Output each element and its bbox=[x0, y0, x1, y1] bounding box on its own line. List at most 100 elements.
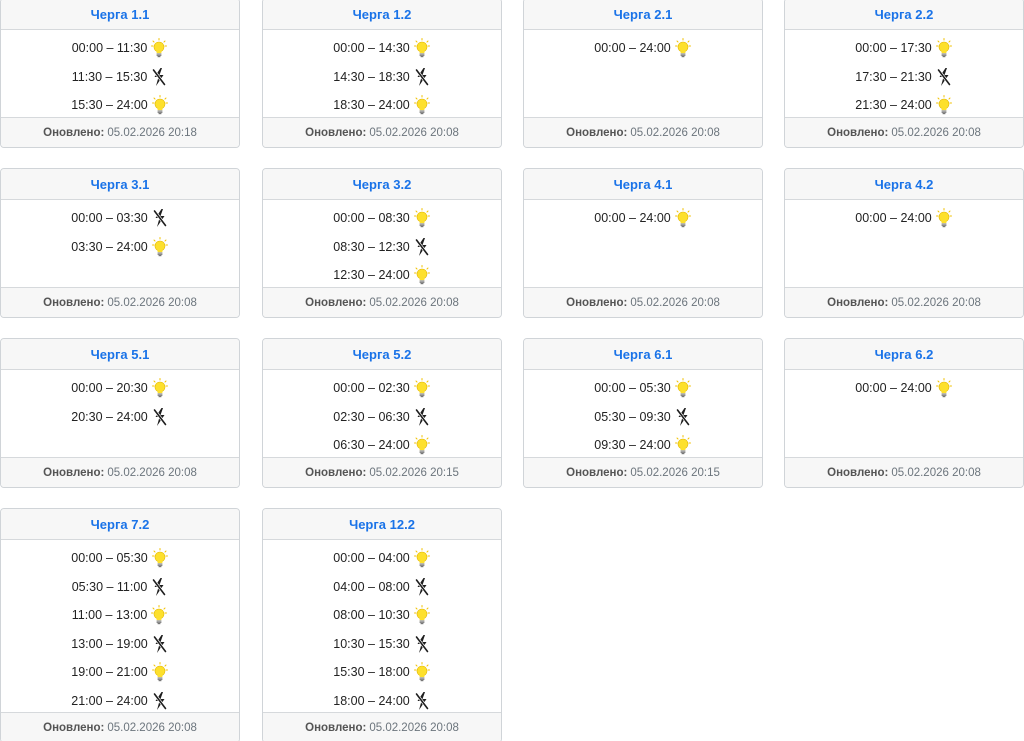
queue-title-link[interactable]: Черга 5.1 bbox=[1, 339, 239, 370]
slot-time-range: 05:30 – 11:00 bbox=[71, 579, 148, 594]
lightbulb-icon bbox=[413, 605, 431, 625]
updated-footer: Оновлено: 05.02.2026 20:15 bbox=[263, 457, 501, 487]
updated-footer: Оновлено: 05.02.2026 20:08 bbox=[524, 117, 762, 147]
updated-footer: Оновлено: 05.02.2026 20:08 bbox=[1, 712, 239, 741]
updated-label: Оновлено: bbox=[827, 126, 889, 139]
queue-title-link[interactable]: Черга 2.2 bbox=[785, 0, 1023, 30]
updated-label: Оновлено: bbox=[827, 466, 889, 479]
updated-label: Оновлено: bbox=[566, 466, 628, 479]
updated-timestamp: 05.02.2026 20:15 bbox=[630, 466, 720, 479]
queue-title-link[interactable]: Черга 3.1 bbox=[1, 169, 239, 200]
queue-title-link[interactable]: Черга 2.1 bbox=[524, 0, 762, 30]
queue-title-link[interactable]: Черга 4.1 bbox=[524, 169, 762, 200]
queue-card: Черга 12.2 00:00 – 04:00 04:00 – 08:00 08:0… bbox=[262, 508, 502, 741]
slot-time-range: 00:00 – 17:30 bbox=[855, 41, 932, 56]
schedule-slot: 08:00 – 10:30 bbox=[263, 601, 501, 630]
schedule-slot: 00:00 – 05:30 bbox=[1, 544, 239, 573]
schedule-list: 00:00 – 24:00 bbox=[785, 370, 1023, 457]
slot-time-range: 04:00 – 08:00 bbox=[333, 579, 410, 594]
lightbulb-icon bbox=[674, 208, 692, 228]
schedule-slot: 10:30 – 15:30 bbox=[263, 630, 501, 659]
lightbulb-icon bbox=[151, 662, 169, 682]
slot-time-range: 11:00 – 13:00 bbox=[71, 608, 148, 623]
power-off-icon bbox=[674, 407, 692, 427]
updated-footer: Оновлено: 05.02.2026 20:08 bbox=[263, 287, 501, 317]
slot-time-range: 17:30 – 21:30 bbox=[855, 69, 932, 84]
schedule-slot: 00:00 – 05:30 bbox=[524, 374, 762, 403]
queue-title-link[interactable]: Черга 6.2 bbox=[785, 339, 1023, 370]
slot-time-range: 14:30 – 18:30 bbox=[333, 69, 410, 84]
queue-title-link[interactable]: Черга 12.2 bbox=[263, 509, 501, 540]
slot-time-range: 00:00 – 03:30 bbox=[71, 211, 148, 226]
schedule-slot: 14:30 – 18:30 bbox=[263, 63, 501, 92]
slot-time-range: 00:00 – 24:00 bbox=[855, 211, 932, 226]
power-off-icon bbox=[413, 407, 431, 427]
schedule-slot: 00:00 – 14:30 bbox=[263, 34, 501, 63]
power-off-icon bbox=[413, 67, 431, 87]
lightbulb-icon bbox=[150, 38, 168, 58]
queue-title-link[interactable]: Черга 7.2 bbox=[1, 509, 239, 540]
lightbulb-icon bbox=[674, 38, 692, 58]
lightbulb-icon bbox=[151, 95, 169, 115]
lightbulb-icon bbox=[935, 208, 953, 228]
power-off-icon bbox=[413, 634, 431, 654]
lightbulb-icon bbox=[151, 378, 169, 398]
slot-time-range: 00:00 – 08:30 bbox=[333, 211, 410, 226]
queue-title-link[interactable]: Черга 3.2 bbox=[263, 169, 501, 200]
queue-card: Черга 2.1 00:00 – 24:00 Оновлено: 05.02.202… bbox=[523, 0, 763, 148]
schedule-slot: 00:00 – 17:30 bbox=[785, 34, 1023, 63]
slot-time-range: 18:30 – 24:00 bbox=[333, 98, 410, 113]
lightbulb-icon bbox=[674, 378, 692, 398]
queue-title-link[interactable]: Черга 4.2 bbox=[785, 169, 1023, 200]
schedule-slot: 19:00 – 21:00 bbox=[1, 658, 239, 687]
queue-card: Черга 2.2 00:00 – 17:30 17:30 – 21:30 21:30… bbox=[784, 0, 1024, 148]
schedule-slot: 21:00 – 24:00 bbox=[1, 687, 239, 716]
queue-card: Черга 4.1 00:00 – 24:00 Оновлено: 05.02.202… bbox=[523, 168, 763, 318]
updated-label: Оновлено: bbox=[43, 721, 105, 734]
queue-title-link[interactable]: Черга 1.2 bbox=[263, 0, 501, 30]
schedule-slot: 12:30 – 24:00 bbox=[263, 261, 501, 290]
queue-card: Черга 6.1 00:00 – 05:30 05:30 – 09:30 09:30… bbox=[523, 338, 763, 488]
schedule-slot: 00:00 – 24:00 bbox=[785, 204, 1023, 233]
schedule-list: 00:00 – 03:30 03:30 – 24:00 bbox=[1, 200, 239, 287]
slot-time-range: 00:00 – 24:00 bbox=[594, 41, 671, 56]
updated-timestamp: 05.02.2026 20:08 bbox=[369, 126, 459, 139]
queue-title-link[interactable]: Черга 5.2 bbox=[263, 339, 501, 370]
queue-card: Черга 3.1 00:00 – 03:30 03:30 – 24:00 Оновл… bbox=[0, 168, 240, 318]
slot-time-range: 02:30 – 06:30 bbox=[333, 409, 410, 424]
updated-timestamp: 05.02.2026 20:08 bbox=[369, 721, 459, 734]
schedule-slot: 00:00 – 20:30 bbox=[1, 374, 239, 403]
slot-time-range: 15:30 – 18:00 bbox=[333, 665, 410, 680]
slot-time-range: 00:00 – 05:30 bbox=[594, 381, 671, 396]
schedule-slot: 00:00 – 24:00 bbox=[524, 34, 762, 63]
lightbulb-icon bbox=[935, 38, 953, 58]
slot-time-range: 00:00 – 24:00 bbox=[855, 381, 932, 396]
slot-time-range: 20:30 – 24:00 bbox=[71, 409, 148, 424]
schedule-slot: 06:30 – 24:00 bbox=[263, 431, 501, 460]
queue-title-link[interactable]: Черга 1.1 bbox=[1, 0, 239, 30]
schedule-slot: 18:00 – 24:00 bbox=[263, 687, 501, 716]
updated-footer: Оновлено: 05.02.2026 20:15 bbox=[524, 457, 762, 487]
queue-card: Черга 3.2 00:00 – 08:30 08:30 – 12:30 12:30… bbox=[262, 168, 502, 318]
updated-label: Оновлено: bbox=[305, 126, 367, 139]
schedule-slot: 00:00 – 24:00 bbox=[524, 204, 762, 233]
power-off-icon bbox=[150, 67, 168, 87]
schedule-list: 00:00 – 17:30 17:30 – 21:30 21:30 – 24:00 bbox=[785, 30, 1023, 117]
schedule-slot: 04:00 – 08:00 bbox=[263, 573, 501, 602]
schedule-list: 00:00 – 02:30 02:30 – 06:30 06:30 – 24:00 bbox=[263, 370, 501, 457]
queue-card: Черга 5.2 00:00 – 02:30 02:30 – 06:30 06:30… bbox=[262, 338, 502, 488]
updated-label: Оновлено: bbox=[566, 296, 628, 309]
schedule-slot: 05:30 – 09:30 bbox=[524, 403, 762, 432]
schedule-slot: 18:30 – 24:00 bbox=[263, 91, 501, 120]
schedule-slot: 00:00 – 24:00 bbox=[785, 374, 1023, 403]
updated-label: Оновлено: bbox=[43, 466, 105, 479]
power-off-icon bbox=[413, 237, 431, 257]
power-off-icon bbox=[151, 691, 169, 711]
slot-time-range: 00:00 – 24:00 bbox=[594, 211, 671, 226]
schedule-list: 00:00 – 20:30 20:30 – 24:00 bbox=[1, 370, 239, 457]
lightbulb-icon bbox=[151, 548, 169, 568]
queue-card: Черга 1.2 00:00 – 14:30 14:30 – 18:30 18:30… bbox=[262, 0, 502, 148]
lightbulb-icon bbox=[413, 548, 431, 568]
queue-title-link[interactable]: Черга 6.1 bbox=[524, 339, 762, 370]
